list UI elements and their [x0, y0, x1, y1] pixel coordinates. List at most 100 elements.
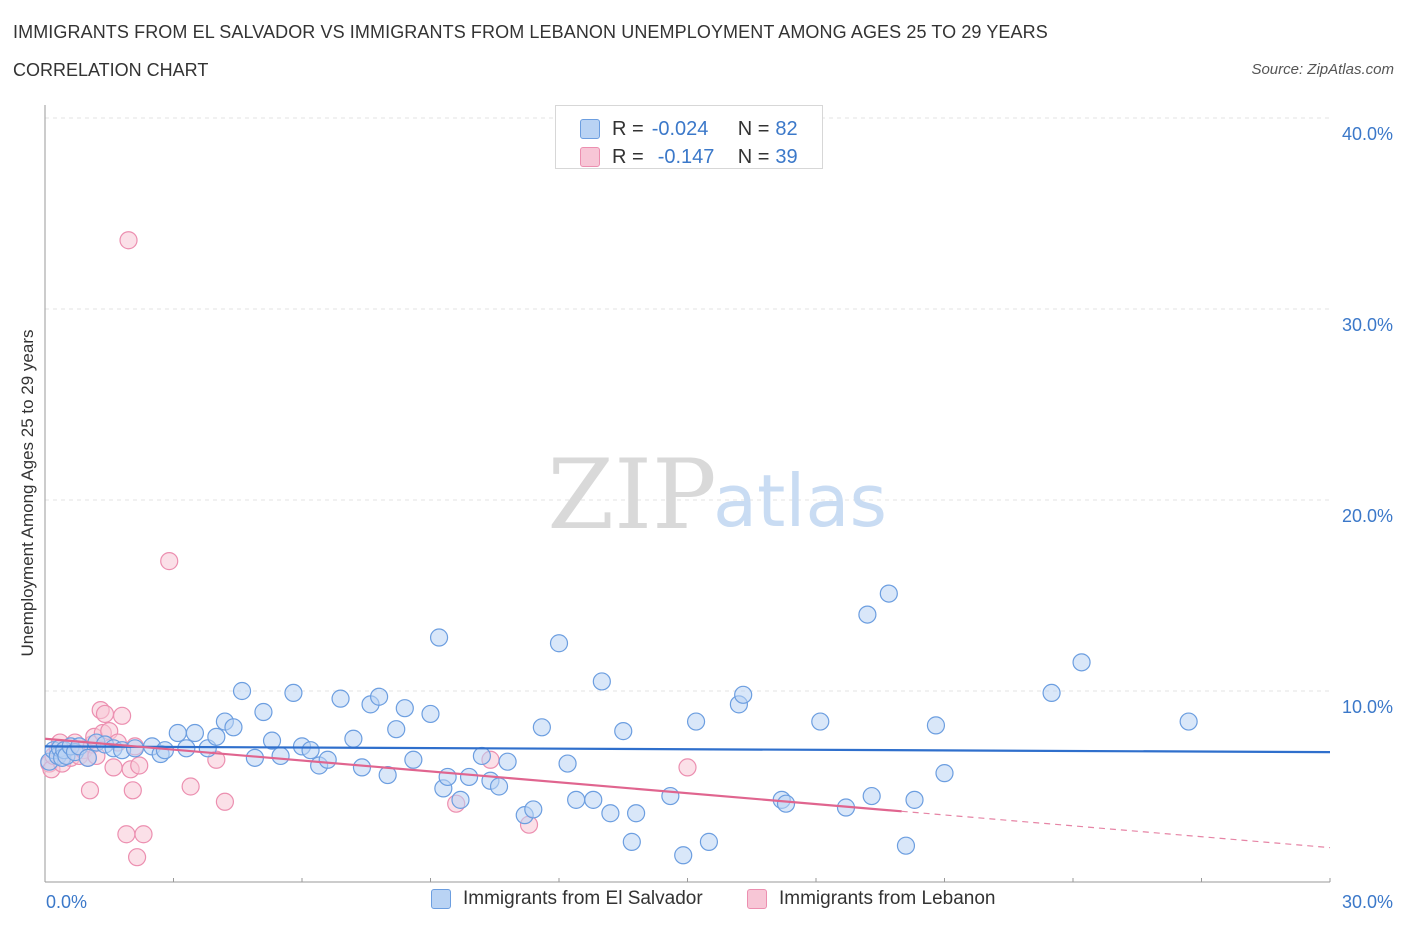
- point-el-salvador: [926, 716, 946, 735]
- x-tick-label-max: 30.0%: [1342, 892, 1393, 912]
- legend-n-value: 82: [775, 117, 798, 140]
- trend-line-lebanon: [44, 737, 902, 813]
- point-el-salvador: [524, 800, 543, 819]
- grid-lines: [45, 117, 1330, 692]
- legend-swatch-blue: [580, 119, 600, 139]
- point-el-salvador: [896, 836, 916, 855]
- bottom-legend-swatch-pink: [747, 889, 767, 909]
- legend-r-label: R =: [612, 145, 644, 168]
- legend-row-lebanon: R = -0.147 N = 39: [580, 145, 798, 169]
- point-el-salvador: [1179, 712, 1198, 731]
- bottom-legend-label: Immigrants from Lebanon: [779, 888, 996, 909]
- point-el-salvador: [318, 750, 337, 769]
- point-el-salvador: [1072, 653, 1091, 672]
- point-el-salvador: [395, 699, 414, 718]
- point-el-salvador: [905, 790, 924, 809]
- watermark-zip: ZIP: [547, 439, 716, 551]
- point-lebanon: [95, 704, 115, 724]
- point-el-salvador: [378, 765, 397, 785]
- point-lebanon: [123, 781, 142, 800]
- point-el-salvador: [935, 764, 954, 783]
- point-el-salvador: [370, 687, 389, 706]
- legend-n-label: N =: [737, 117, 770, 140]
- point-el-salvador: [185, 723, 205, 743]
- legend-r-value: -0.024: [651, 117, 709, 140]
- y-axis-label: Unemployment Among Ages 25 to 29 years: [18, 329, 37, 657]
- point-el-salvador: [734, 685, 753, 704]
- point-el-salvador: [498, 752, 517, 771]
- point-el-salvador: [301, 741, 320, 760]
- bottom-legend-swatch-blue: [431, 889, 451, 909]
- point-el-salvador: [224, 718, 243, 737]
- x-tick-label-min: 0.0%: [46, 892, 87, 912]
- point-el-salvador: [262, 731, 282, 750]
- point-el-salvador: [862, 786, 881, 806]
- point-el-salvador: [661, 786, 680, 806]
- point-el-salvador: [614, 722, 633, 741]
- point-el-salvador: [858, 605, 877, 624]
- point-lebanon: [119, 231, 138, 250]
- point-el-salvador: [438, 767, 457, 787]
- point-el-salvador: [284, 683, 303, 703]
- y-tick-label-20: 20.0%: [1342, 506, 1393, 526]
- source-label: Source: ZipAtlas.com: [1251, 61, 1394, 78]
- point-el-salvador: [352, 758, 372, 777]
- point-el-salvador: [429, 628, 449, 647]
- point-el-salvador: [451, 790, 470, 809]
- point-el-salvador: [776, 794, 796, 813]
- chart-subtitle: CORRELATION CHART: [13, 60, 209, 80]
- trend-line-lebanon-extrapolated: [901, 810, 1331, 849]
- watermark: ZIP atlas: [547, 439, 887, 551]
- y-tick-label-30: 30.0%: [1342, 315, 1393, 335]
- point-el-salvador: [1042, 683, 1061, 703]
- legend-n-label: N =: [737, 145, 770, 168]
- point-lebanon: [80, 781, 100, 800]
- point-el-salvador: [404, 750, 423, 769]
- point-el-salvador: [686, 712, 706, 731]
- series-el-salvador-points: [40, 584, 1198, 865]
- point-el-salvador: [532, 718, 551, 737]
- point-el-salvador: [489, 777, 509, 796]
- point-lebanon: [104, 758, 123, 777]
- point-el-salvador: [622, 832, 641, 851]
- point-lebanon: [134, 825, 153, 844]
- point-el-salvador: [592, 672, 611, 691]
- point-el-salvador: [331, 689, 350, 708]
- legend-row-el-salvador: R = -0.024 N = 82: [580, 117, 798, 141]
- point-el-salvador: [879, 584, 898, 603]
- point-el-salvador: [125, 739, 145, 758]
- correlation-legend: R = -0.024 N = 82 R = -0.147 N = 39: [555, 105, 823, 169]
- point-el-salvador: [674, 846, 693, 865]
- legend-n-value: 39: [775, 145, 798, 168]
- point-lebanon: [678, 758, 697, 777]
- legend-r-label: R =: [612, 117, 644, 140]
- bottom-legend-lebanon: Immigrants from Lebanon: [747, 888, 996, 910]
- trend-lines: [44, 737, 1331, 849]
- chart-title: IMMIGRANTS FROM EL SALVADOR VS IMMIGRANT…: [13, 22, 1048, 42]
- y-tick-labels: 10.0% 20.0% 30.0% 40.0%: [1342, 124, 1393, 717]
- x-ticks: 0.0% 30.0%: [46, 878, 1393, 912]
- point-lebanon: [215, 792, 234, 811]
- point-el-salvador: [344, 729, 363, 748]
- bottom-legend-label: Immigrants from El Salvador: [463, 888, 703, 909]
- point-el-salvador: [699, 832, 719, 851]
- point-lebanon: [160, 552, 179, 571]
- point-el-salvador: [459, 767, 479, 787]
- point-el-salvador: [177, 739, 196, 758]
- bottom-legend-el-salvador: Immigrants from El Salvador: [431, 888, 703, 910]
- point-el-salvador: [78, 748, 97, 767]
- point-el-salvador: [421, 704, 440, 724]
- point-lebanon: [112, 706, 132, 725]
- point-el-salvador: [626, 804, 646, 823]
- point-el-salvador: [271, 746, 290, 766]
- point-el-salvador: [168, 723, 187, 743]
- point-lebanon: [181, 777, 200, 796]
- point-el-salvador: [567, 790, 586, 809]
- point-el-salvador: [387, 720, 406, 739]
- legend-r-value: -0.147: [657, 145, 715, 168]
- point-lebanon: [127, 848, 147, 867]
- point-el-salvador: [584, 790, 603, 809]
- legend-swatch-pink: [580, 147, 600, 167]
- point-el-salvador: [558, 754, 577, 773]
